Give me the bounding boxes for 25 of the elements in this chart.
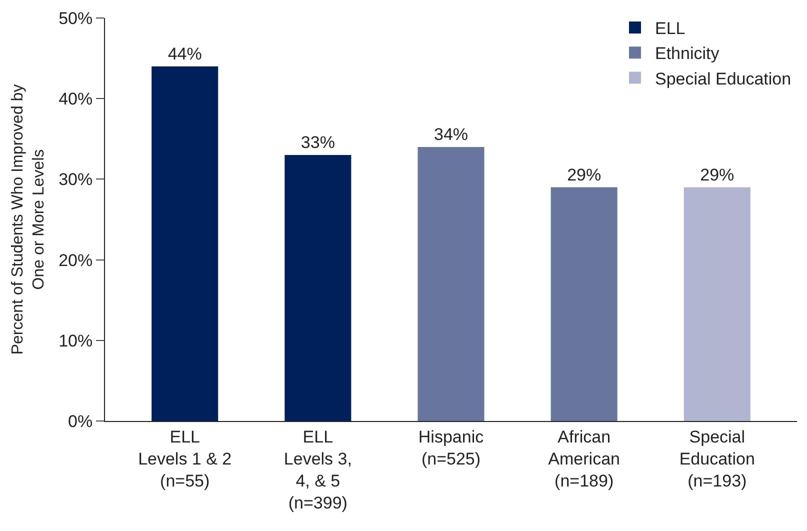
- x-tick-label: Special Education (n=193): [679, 427, 755, 491]
- data-label: 33%: [300, 133, 335, 152]
- x-tick-label: ELL Levels 3, 4, & 5 (n=399): [284, 427, 352, 513]
- legend-label: Ethnicity: [655, 44, 720, 64]
- data-label: 29%: [700, 165, 734, 184]
- x-tick-label: ELL Levels 1 & 2 (n=55): [138, 427, 232, 491]
- y-tick-label: 50%: [58, 8, 93, 28]
- y-tick-label: 20%: [58, 250, 93, 270]
- legend-label: ELL: [655, 19, 686, 38]
- x-tick-label: African American (n=189): [548, 427, 620, 491]
- bar: [284, 155, 352, 421]
- x-tick-label: Hispanic (n=525): [418, 427, 484, 468]
- y-axis-title: Percent of Students Who Improved by One or More Levels: [10, 84, 48, 355]
- legend-label: Special Education: [655, 69, 792, 88]
- data-label: 44%: [168, 44, 202, 64]
- data-label: 29%: [567, 165, 602, 184]
- bar: [418, 146, 484, 421]
- y-tick-label: 10%: [58, 331, 93, 350]
- bar: [550, 187, 618, 421]
- bar: [684, 187, 750, 421]
- y-tick-label: 30%: [58, 170, 93, 190]
- y-tick-label: 0%: [68, 412, 93, 431]
- y-tick-label: 40%: [58, 90, 93, 109]
- data-label: 34%: [434, 124, 468, 144]
- bar: [152, 66, 218, 421]
